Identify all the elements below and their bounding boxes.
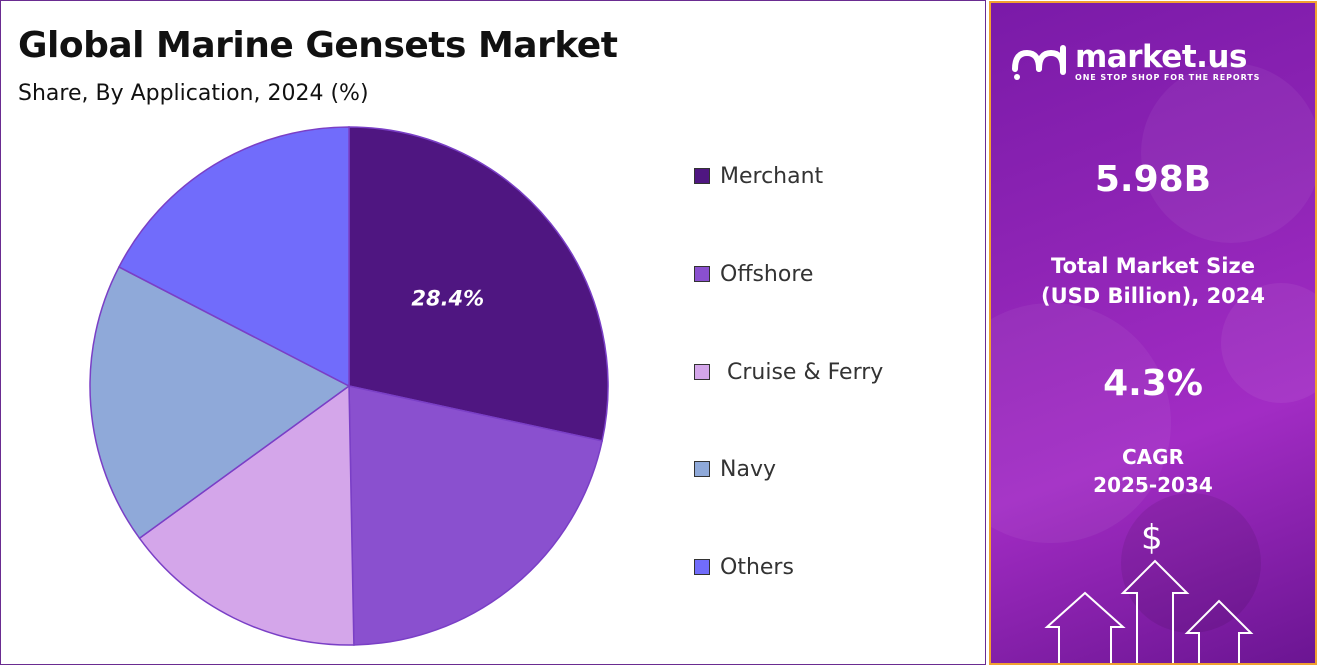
legend-swatch xyxy=(694,168,710,184)
legend-swatch xyxy=(694,559,710,575)
legend-item-others: Others xyxy=(694,550,794,584)
legend-swatch xyxy=(694,364,710,380)
pie-slice-navy xyxy=(89,265,351,540)
brand-tagline: ONE STOP SHOP FOR THE REPORTS xyxy=(1075,72,1261,82)
pie-slice-cruise-ferry xyxy=(138,384,355,646)
market-us-logo-icon xyxy=(1012,45,1066,80)
legend-item-navy: Navy xyxy=(694,452,776,486)
pie-slice-offshore xyxy=(348,385,604,646)
market-size-value: 5.98B xyxy=(1094,159,1212,200)
legend-swatch xyxy=(694,266,710,282)
cagr-value: 4.3% xyxy=(1103,363,1203,404)
legend-label: Offshore xyxy=(720,261,814,287)
chart-title: Global Marine Gensets Market xyxy=(18,25,618,66)
background-decoration xyxy=(991,63,1315,633)
up-arrow-icon xyxy=(1120,559,1190,663)
pie-slice-merchant xyxy=(348,126,609,442)
cagr-label-line2: 2025-2034 xyxy=(1093,473,1213,497)
brand: market.us ONE STOP SHOP FOR THE REPORTS xyxy=(1011,39,1260,83)
up-arrow-icon xyxy=(1044,591,1126,663)
up-arrow-icon xyxy=(1184,599,1254,663)
growth-arrows xyxy=(1044,559,1254,663)
chart-subtitle: Share, By Application, 2024 (%) xyxy=(18,81,369,106)
legend-item-offshore: Offshore xyxy=(694,257,813,291)
legend-label: Merchant xyxy=(720,163,824,189)
legend-label: Cruise & Ferry xyxy=(720,359,884,385)
market-size-label-line2: (USD Billion), 2024 xyxy=(1040,284,1266,308)
dollar-icon: $ xyxy=(1141,518,1163,558)
data-label: 28.4% xyxy=(411,286,484,310)
chart-panel: Global Marine Gensets Market Share, By A… xyxy=(0,0,986,665)
legend-label: Navy xyxy=(720,456,776,482)
pie-slice-others xyxy=(117,126,350,388)
market-size-label-line1: Total Market Size xyxy=(1051,254,1255,278)
legend-swatch xyxy=(694,461,710,477)
legend-item-cruise-ferry: Cruise & Ferry xyxy=(694,355,883,389)
pie-chart: 28.4% xyxy=(89,126,609,646)
summary-panel: market.us ONE STOP SHOP FOR THE REPORTS … xyxy=(989,1,1317,665)
cagr-label-line1: CAGR xyxy=(1122,445,1184,469)
brand-name: market.us xyxy=(1075,38,1247,75)
legend-item-merchant: Merchant xyxy=(694,159,823,193)
legend-label: Others xyxy=(720,554,794,580)
